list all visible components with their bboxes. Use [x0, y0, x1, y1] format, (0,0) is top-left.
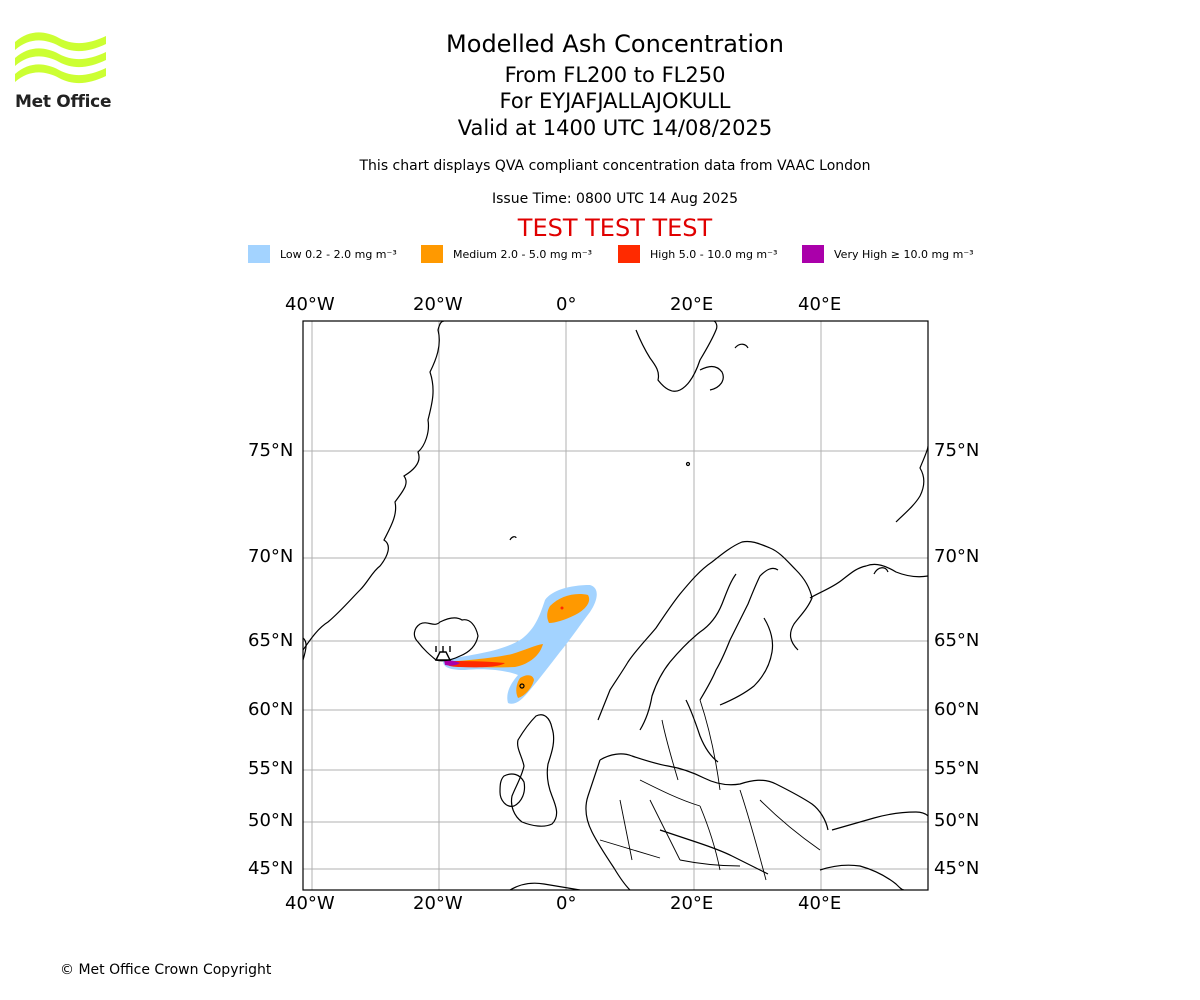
legend-item-medium: Medium 2.0 - 5.0 mg m⁻³	[421, 244, 592, 264]
test-banner: TEST TEST TEST	[517, 214, 713, 242]
lat-tick-left-75n: 75°N	[248, 440, 294, 461]
ash-high-region	[444, 606, 564, 668]
lat-tick-left-65n: 65°N	[248, 630, 294, 651]
legend-item-high: High 5.0 - 10.0 mg m⁻³	[618, 244, 777, 264]
legend-swatch-very-high	[802, 245, 824, 263]
lon-tick-bottom-20w: 20°W	[413, 893, 463, 914]
lon-tick-top-0: 0°	[556, 294, 577, 315]
lat-tick-right-65n: 65°N	[934, 630, 980, 651]
lon-tick-bottom-20e: 20°E	[670, 893, 714, 914]
lat-tick-right-70n: 70°N	[934, 546, 980, 567]
map-frame	[302, 320, 929, 891]
valid-time: Valid at 1400 UTC 14/08/2025	[457, 116, 773, 140]
lon-tick-top-40e: 40°E	[798, 294, 842, 315]
coastlines	[303, 321, 928, 890]
chart-title: Modelled Ash Concentration	[446, 30, 784, 58]
lat-tick-right-60n: 60°N	[934, 699, 980, 720]
legend-swatch-high	[618, 245, 640, 263]
legend-swatch-low	[248, 245, 270, 263]
lat-tick-right-45n: 45°N	[934, 858, 980, 879]
lat-tick-right-50n: 50°N	[934, 810, 980, 831]
lat-tick-left-50n: 50°N	[248, 810, 294, 831]
lat-tick-right-55n: 55°N	[934, 758, 980, 779]
legend-label-low: Low 0.2 - 2.0 mg m⁻³	[280, 247, 397, 261]
lon-tick-top-40w: 40°W	[285, 294, 335, 315]
lon-tick-top-20w: 20°W	[413, 294, 463, 315]
lat-tick-left-45n: 45°N	[248, 858, 294, 879]
map-gridlines	[303, 321, 928, 890]
legend-label-medium: Medium 2.0 - 5.0 mg m⁻³	[453, 247, 593, 261]
legend-label-high: High 5.0 - 10.0 mg m⁻³	[650, 247, 778, 261]
volcano-marker-icon	[434, 646, 452, 661]
issue-time: Issue Time: 0800 UTC 14 Aug 2025	[491, 191, 739, 207]
legend-swatch-medium	[421, 245, 443, 263]
flight-level-range: From FL200 to FL250	[504, 63, 726, 87]
lon-tick-bottom-40e: 40°E	[798, 893, 842, 914]
legend-item-low: Low 0.2 - 2.0 mg m⁻³	[248, 244, 397, 264]
legend-item-very-high: Very High ≥ 10.0 mg m⁻³	[802, 244, 974, 264]
lat-tick-left-70n: 70°N	[248, 546, 294, 567]
country-borders	[599, 699, 821, 881]
lon-tick-top-20e: 20°E	[670, 294, 714, 315]
met-office-logo	[15, 32, 106, 84]
lon-tick-bottom-40w: 40°W	[285, 893, 335, 914]
chart-description: This chart displays QVA compliant concen…	[359, 158, 871, 174]
met-office-logo-text: Met Office	[15, 92, 112, 112]
lon-tick-bottom-0: 0°	[556, 893, 577, 914]
lat-tick-left-55n: 55°N	[248, 758, 294, 779]
copyright-notice: © Met Office Crown Copyright	[60, 962, 272, 978]
lat-tick-left-60n: 60°N	[248, 699, 294, 720]
volcano-name: For EYJAFJALLAJOKULL	[499, 89, 731, 113]
ash-very-high-region	[444, 660, 460, 666]
lat-tick-right-75n: 75°N	[934, 440, 980, 461]
legend-label-very-high: Very High ≥ 10.0 mg m⁻³	[834, 247, 974, 261]
